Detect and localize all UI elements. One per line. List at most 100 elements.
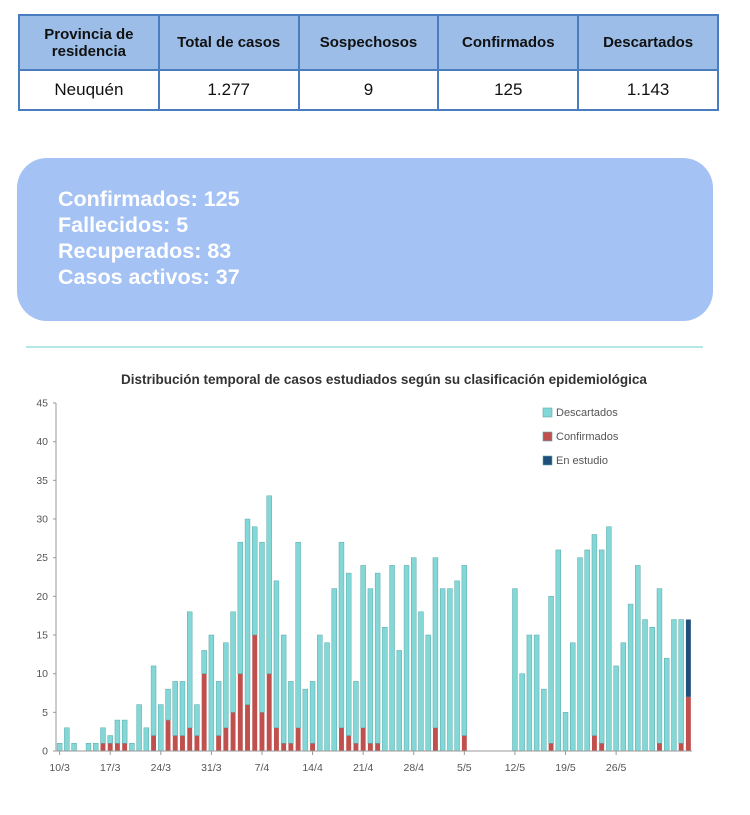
bar-descartados bbox=[367, 588, 374, 744]
y-tick-label: 25 bbox=[36, 552, 48, 564]
bar-en-estudio bbox=[685, 619, 691, 697]
bar-confirmados bbox=[259, 712, 265, 751]
bar-descartados bbox=[215, 681, 222, 736]
bar-descartados bbox=[642, 619, 648, 752]
bar-descartados bbox=[208, 634, 215, 752]
bar-descartados bbox=[201, 650, 207, 674]
stat-recuperados: Recuperados: 83 bbox=[58, 239, 232, 263]
stat-casos-activos: Casos activos: 37 bbox=[58, 265, 240, 289]
bar-descartados bbox=[382, 627, 388, 752]
bar-confirmados bbox=[194, 735, 200, 751]
y-tick-label: 45 bbox=[36, 398, 48, 410]
chart-title: Distribución temporal de casos estudiado… bbox=[121, 372, 647, 387]
bar-descartados bbox=[244, 518, 251, 705]
header-sospechosos: Sospechosos bbox=[297, 14, 440, 71]
y-tick-label: 40 bbox=[36, 436, 48, 448]
epidemiological-bar-chart: Distribución temporal de casos estudiado… bbox=[36, 372, 692, 774]
bar-confirmados bbox=[295, 727, 301, 751]
bar-descartados bbox=[259, 541, 265, 713]
header-confirmados: Confirmados bbox=[437, 14, 580, 71]
y-tick-label: 5 bbox=[42, 707, 48, 719]
bar-descartados bbox=[107, 735, 113, 744]
y-tick-label: 15 bbox=[36, 630, 48, 642]
bar-descartados bbox=[606, 526, 612, 752]
bar-confirmados bbox=[237, 673, 243, 751]
bar-confirmados bbox=[310, 743, 316, 751]
bar-descartados bbox=[591, 534, 598, 736]
bar-descartados bbox=[324, 642, 330, 752]
bar-descartados bbox=[418, 611, 424, 752]
bar-descartados bbox=[129, 743, 135, 752]
bar-descartados bbox=[533, 634, 540, 752]
y-tick-label: 30 bbox=[36, 514, 48, 526]
bar-descartados bbox=[71, 743, 77, 752]
bar-confirmados bbox=[187, 727, 193, 751]
bar-descartados bbox=[346, 572, 352, 736]
bar-descartados bbox=[223, 642, 229, 729]
bar-descartados bbox=[100, 727, 106, 744]
bar-descartados bbox=[353, 681, 359, 744]
bar-descartados bbox=[121, 719, 128, 744]
bar-confirmados bbox=[591, 735, 597, 751]
bar-descartados bbox=[56, 743, 63, 752]
bar-confirmados bbox=[339, 727, 344, 751]
x-tick-label: 31/3 bbox=[201, 762, 222, 774]
legend-swatch-descartados bbox=[542, 407, 553, 418]
bar-descartados bbox=[338, 541, 345, 729]
legend-label-en-estudio: En estudio bbox=[556, 455, 608, 467]
legend-label-descartados: Descartados bbox=[556, 407, 618, 419]
x-tick-label: 12/5 bbox=[505, 762, 526, 774]
bar-descartados bbox=[64, 727, 70, 752]
bar-confirmados bbox=[223, 727, 229, 751]
bar-confirmados bbox=[360, 727, 366, 751]
bar-confirmados bbox=[461, 735, 467, 751]
x-tick-label: 17/3 bbox=[100, 762, 121, 774]
bar-descartados bbox=[541, 688, 547, 752]
bar-descartados bbox=[158, 704, 164, 752]
bar-descartados bbox=[656, 588, 663, 744]
x-tick-label: 5/5 bbox=[457, 762, 472, 774]
cell-confirmados: 125 bbox=[437, 69, 580, 111]
bar-confirmados bbox=[281, 743, 287, 751]
bar-confirmados bbox=[201, 673, 207, 751]
bar-confirmados bbox=[375, 743, 381, 751]
bar-confirmados bbox=[151, 735, 157, 751]
bar-descartados bbox=[447, 588, 453, 752]
bar-confirmados bbox=[172, 735, 178, 751]
bar-descartados bbox=[280, 634, 287, 744]
cell-sospechosos: 9 bbox=[297, 69, 440, 111]
bar-descartados bbox=[613, 665, 619, 752]
bar-descartados bbox=[403, 565, 410, 752]
y-tick-label: 20 bbox=[36, 591, 48, 603]
bar-descartados bbox=[187, 611, 193, 729]
x-tick-label: 26/5 bbox=[606, 762, 627, 774]
y-tick-label: 0 bbox=[42, 746, 48, 758]
cell-provincia: Neuquén bbox=[18, 69, 160, 111]
x-tick-label: 14/4 bbox=[302, 762, 323, 774]
x-tick-label: 24/3 bbox=[151, 762, 172, 774]
bar-descartados bbox=[266, 495, 272, 674]
x-tick-label: 19/5 bbox=[555, 762, 576, 774]
stats-list: Confirmados: 125 Fallecidos: 5 Recuperad… bbox=[58, 186, 240, 290]
bar-confirmados bbox=[122, 743, 128, 751]
x-tick-label: 28/4 bbox=[404, 762, 425, 774]
bar-confirmados bbox=[353, 743, 359, 751]
bar-descartados bbox=[309, 681, 316, 744]
stat-confirmados: Confirmados: 125 bbox=[58, 187, 240, 211]
bar-descartados bbox=[627, 603, 634, 752]
header-descartados: Descartados bbox=[577, 14, 719, 71]
bar-confirmados bbox=[346, 735, 352, 751]
bar-confirmados bbox=[288, 743, 294, 751]
bar-descartados bbox=[555, 549, 562, 752]
bar-descartados bbox=[150, 665, 157, 736]
bar-confirmados bbox=[100, 743, 106, 751]
bar-confirmados bbox=[685, 696, 691, 751]
bar-descartados bbox=[432, 557, 439, 729]
bar-descartados bbox=[295, 541, 301, 729]
bar-descartados bbox=[85, 743, 92, 752]
bar-descartados bbox=[439, 588, 446, 752]
bar-descartados bbox=[136, 704, 142, 752]
bar-confirmados bbox=[657, 743, 662, 751]
bar-descartados bbox=[317, 634, 323, 752]
bar-descartados bbox=[671, 619, 677, 752]
